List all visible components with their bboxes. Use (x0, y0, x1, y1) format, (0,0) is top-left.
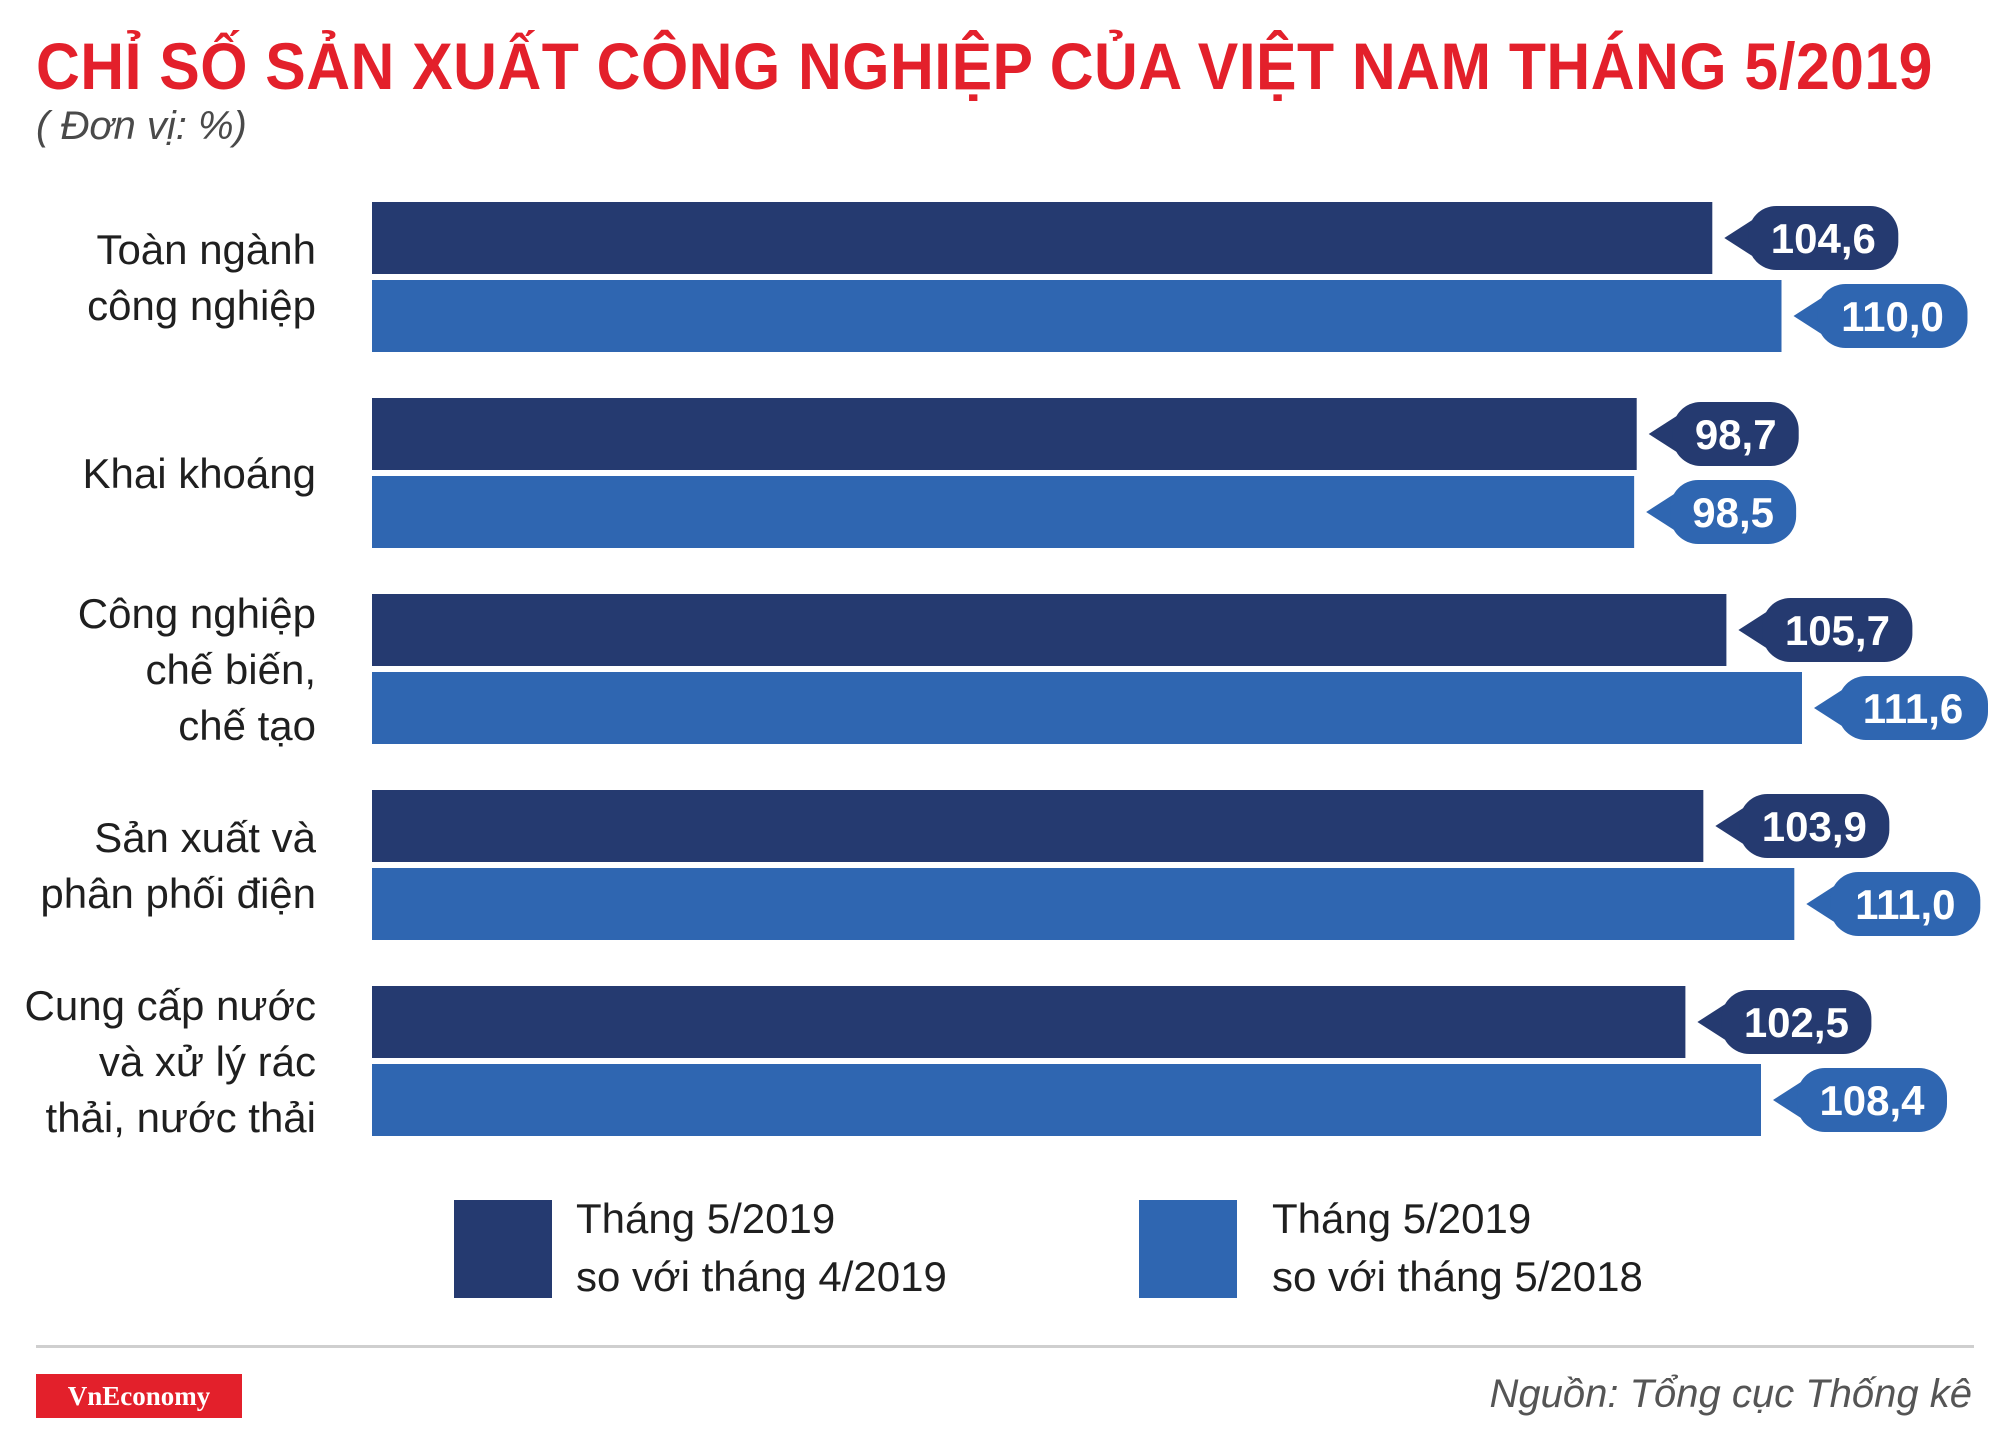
value-label: 98,5 (1692, 489, 1774, 536)
legend-series-1-line-2: so với tháng 4/2019 (576, 1253, 947, 1300)
value-callout (1670, 480, 1797, 544)
value-callout (1748, 206, 1899, 270)
value-callout (1672, 402, 1799, 466)
value-callout (1817, 284, 1968, 348)
legend-series-1-line-1: Tháng 5/2019 (576, 1195, 836, 1242)
legend-swatch-series-2 (1139, 1200, 1237, 1298)
callout-pointer (1646, 494, 1675, 530)
legend-label-series-2: Tháng 5/2019 so với tháng 5/2018 (1272, 1190, 1643, 1306)
value-label: 102,5 (1744, 999, 1849, 1046)
legend-label-series-1: Tháng 5/2019 so với tháng 4/2019 (576, 1190, 947, 1306)
bar (372, 476, 1635, 548)
category-label: Khai khoáng (82, 450, 316, 497)
bar (372, 1064, 1761, 1136)
callout-pointer (1724, 220, 1753, 256)
bar (372, 986, 1686, 1058)
value-callout (1796, 1068, 1947, 1132)
category-label: Sản xuất và (94, 814, 316, 861)
vneconomy-logo: VnEconomy (36, 1374, 242, 1418)
legend-series-2-line-2: so với tháng 5/2018 (1272, 1253, 1643, 1300)
unit-label: ( Đơn vị: %) (36, 104, 247, 148)
value-label: 108,4 (1819, 1077, 1925, 1124)
source-note: Nguồn: Tổng cục Thống kê (1489, 1372, 1972, 1416)
callout-pointer (1648, 416, 1677, 452)
callout-pointer (1697, 1004, 1726, 1040)
bar-chart: Toàn ngành công nghiệp 104,6 110,0 Khai khoá… (25, 202, 1988, 1141)
callout-pointer (1814, 690, 1842, 726)
category-label: thải, nước thải (46, 1094, 316, 1141)
value-callout (1739, 794, 1890, 858)
callout-pointer (1806, 886, 1835, 922)
value-label: 103,9 (1762, 803, 1867, 850)
value-label: 105,7 (1785, 607, 1890, 654)
value-label: 111,0 (1855, 881, 1955, 928)
legend-series-2-line-1: Tháng 5/2019 (1272, 1195, 1532, 1242)
bar (372, 672, 1802, 744)
category-label: công nghiệp (87, 282, 316, 329)
value-callout (1762, 598, 1913, 662)
value-callout (1721, 990, 1872, 1054)
category-label: chế tạo (178, 702, 316, 749)
value-callout (1838, 676, 1988, 740)
chart-title: CHỈ SỐ SẢN XUẤT CÔNG NGHIỆP CỦA VIỆT NAM… (36, 29, 1933, 103)
callout-pointer (1772, 1082, 1801, 1118)
value-callout (1830, 872, 1981, 936)
bar (372, 202, 1713, 274)
bar (372, 790, 1704, 862)
bar (372, 594, 1727, 666)
bar (372, 280, 1782, 352)
bar (372, 398, 1637, 470)
value-label: 98,7 (1695, 411, 1777, 458)
bar (372, 868, 1795, 940)
category-label: chế biến, (146, 646, 316, 693)
callout-pointer (1715, 808, 1744, 844)
category-label: Công nghiệp (78, 590, 316, 637)
category-label: Cung cấp nước (25, 982, 316, 1029)
category-label: phân phối điện (40, 870, 316, 917)
value-label: 111,6 (1863, 685, 1963, 732)
category-label: và xử lý rác (99, 1038, 316, 1085)
value-label: 110,0 (1841, 293, 1944, 340)
value-label: 104,6 (1771, 215, 1876, 262)
legend-swatch-series-1 (454, 1200, 552, 1298)
callout-pointer (1793, 298, 1822, 334)
category-label: Toàn ngành (96, 226, 316, 273)
callout-pointer (1738, 612, 1767, 648)
footer-divider (36, 1345, 1974, 1348)
